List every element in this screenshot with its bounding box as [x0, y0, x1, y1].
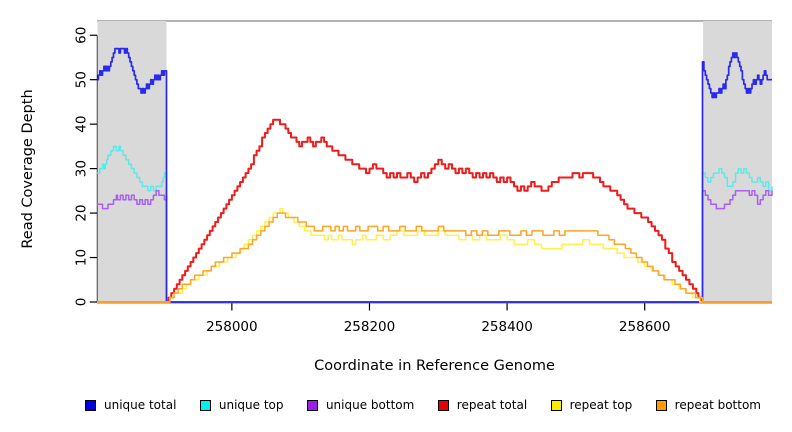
axes: [89, 34, 646, 311]
y-axis-title: Read Coverage Depth: [20, 89, 36, 249]
legend-item-unique-total: unique total: [85, 398, 176, 412]
y-tick-label: 30: [74, 160, 90, 177]
unique-total-swatch-icon: [85, 399, 96, 411]
legend: unique total unique top unique bottom re…: [85, 395, 761, 415]
x-tick-label: 258600: [619, 319, 671, 335]
legend-item-repeat-bottom: repeat bottom: [655, 398, 761, 412]
legend-label: unique top: [218, 398, 284, 412]
legend-label: repeat top: [569, 398, 633, 412]
legend-item-unique-top: unique top: [199, 398, 284, 412]
unique-bottom-swatch-icon: [306, 399, 318, 411]
legend-item-repeat-top: repeat top: [550, 398, 633, 412]
repeat-top-swatch-icon: [550, 399, 562, 411]
legend-item-unique-bottom: unique bottom: [306, 398, 415, 412]
x-tick-label: 258000: [206, 319, 258, 335]
series-line-unique-top: [97, 145, 773, 303]
series-line-repeat-top: [97, 207, 772, 303]
series-line-repeat-total: [97, 118, 772, 303]
repeat-total-swatch-icon: [437, 399, 449, 411]
x-axis-title: Coordinate in Reference Genome: [314, 358, 555, 374]
y-tick-label: 50: [74, 71, 90, 88]
series-line-unique-bottom: [97, 190, 773, 303]
series-line-repeat-bottom: [97, 212, 772, 303]
legend-item-repeat-total: repeat total: [437, 398, 528, 412]
x-tick-label: 258400: [481, 319, 533, 335]
legend-label: repeat bottom: [674, 398, 761, 412]
unique-top-swatch-icon: [199, 399, 211, 411]
x-tick-label: 258200: [344, 319, 396, 335]
shaded-regions: [96, 20, 772, 304]
y-tick-label: 60: [74, 27, 90, 44]
legend-label: unique total: [104, 398, 177, 412]
y-tick-label: 10: [74, 249, 90, 266]
y-tick-label: 40: [74, 116, 90, 133]
repeat-bottom-swatch-icon: [655, 399, 667, 411]
series-lines: [97, 47, 773, 303]
y-tick-label: 0: [74, 298, 90, 307]
y-tick-label: 20: [74, 204, 90, 221]
legend-label: repeat total: [456, 398, 528, 412]
legend-label: unique bottom: [325, 398, 415, 412]
unique-region-shade-2: [703, 21, 772, 302]
tick-labels: 258000 258200 258400 258600 0 10 20 30 40 50 60: [74, 27, 671, 335]
series-line-unique-total: [97, 47, 772, 303]
